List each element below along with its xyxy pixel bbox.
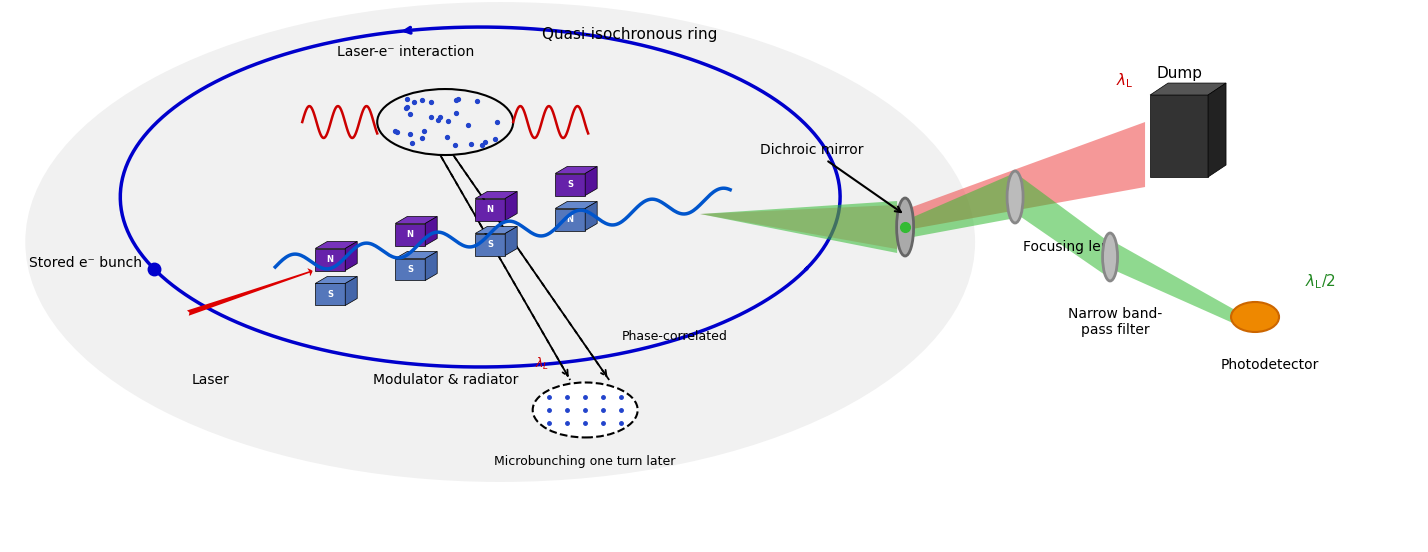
Polygon shape: [426, 216, 437, 246]
Text: N: N: [487, 205, 494, 214]
Polygon shape: [316, 248, 346, 270]
Polygon shape: [476, 192, 517, 199]
Text: Stored e⁻ bunch: Stored e⁻ bunch: [29, 256, 141, 270]
Text: Modulator & radiator: Modulator & radiator: [373, 373, 518, 387]
Text: S: S: [567, 180, 573, 189]
Ellipse shape: [1007, 171, 1022, 223]
Polygon shape: [700, 201, 897, 253]
Text: Laser: Laser: [191, 373, 228, 387]
Polygon shape: [555, 173, 585, 195]
Polygon shape: [555, 167, 597, 173]
Polygon shape: [1208, 83, 1227, 177]
Text: N: N: [327, 255, 334, 264]
Text: N: N: [567, 215, 574, 224]
Polygon shape: [700, 205, 897, 249]
Polygon shape: [396, 258, 426, 280]
Text: Phase-correlated: Phase-correlated: [623, 331, 728, 343]
Polygon shape: [316, 284, 346, 305]
Polygon shape: [346, 242, 357, 270]
Polygon shape: [396, 224, 426, 246]
Text: Focusing lens: Focusing lens: [1024, 240, 1117, 254]
Polygon shape: [316, 277, 357, 284]
Text: S: S: [327, 290, 333, 299]
Ellipse shape: [1231, 302, 1279, 332]
Polygon shape: [585, 201, 597, 231]
Ellipse shape: [533, 383, 638, 438]
Text: S: S: [487, 240, 493, 249]
Ellipse shape: [897, 198, 914, 256]
Polygon shape: [912, 175, 1010, 237]
Polygon shape: [1150, 83, 1227, 95]
Text: Microbunching one turn later: Microbunching one turn later: [494, 455, 675, 469]
Polygon shape: [346, 277, 357, 305]
Polygon shape: [396, 216, 437, 224]
Polygon shape: [426, 252, 437, 280]
Polygon shape: [555, 209, 585, 231]
Text: Narrow band-
pass filter: Narrow band- pass filter: [1068, 307, 1162, 337]
Text: S: S: [407, 265, 413, 274]
Text: N: N: [407, 230, 414, 239]
Text: Laser-e⁻ interaction: Laser-e⁻ interaction: [337, 45, 474, 59]
Polygon shape: [476, 233, 506, 256]
Text: $\lambda_\mathrm{L}/2$: $\lambda_\mathrm{L}/2$: [1305, 273, 1335, 291]
Polygon shape: [316, 242, 357, 248]
Polygon shape: [1021, 177, 1105, 275]
Text: Quasi-isochronous ring: Quasi-isochronous ring: [543, 26, 718, 41]
Polygon shape: [555, 201, 597, 209]
Polygon shape: [912, 122, 1145, 229]
Polygon shape: [585, 167, 597, 195]
Polygon shape: [506, 226, 517, 256]
Polygon shape: [396, 252, 437, 258]
Text: Photodetector: Photodetector: [1221, 358, 1319, 372]
Text: Dichroic mirror: Dichroic mirror: [760, 143, 901, 212]
Text: Dump: Dump: [1157, 66, 1202, 81]
Text: $\lambda_L$: $\lambda_L$: [536, 356, 550, 372]
Polygon shape: [476, 199, 506, 220]
Polygon shape: [1117, 243, 1235, 324]
Text: $\lambda_\mathrm{L}$: $\lambda_\mathrm{L}$: [1117, 72, 1134, 91]
Polygon shape: [476, 226, 517, 233]
Ellipse shape: [1102, 233, 1118, 281]
Polygon shape: [506, 192, 517, 220]
Ellipse shape: [26, 2, 975, 482]
Polygon shape: [1150, 95, 1208, 177]
